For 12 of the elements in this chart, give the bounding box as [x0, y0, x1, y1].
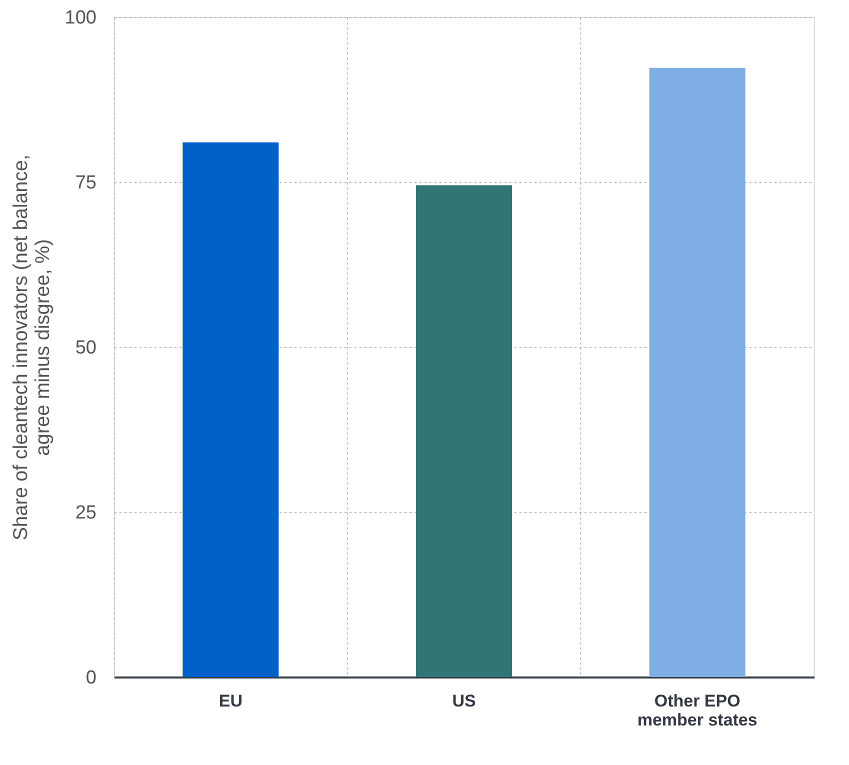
bar: [649, 68, 746, 677]
bar: [182, 142, 279, 677]
y-tick-label: 0: [86, 668, 96, 688]
y-tick-label: 100: [64, 8, 96, 28]
y-tick-label: 25: [75, 502, 96, 524]
x-tick-label: US: [452, 692, 476, 710]
y-tick-label: 75: [75, 172, 96, 194]
x-tick-label: Other EPO member states: [637, 692, 758, 730]
x-tick-label: EU: [218, 692, 242, 710]
bar: [416, 185, 512, 677]
y-axis-title: Share of cleantech innovators (net balance, agree minus disgree, %): [10, 154, 54, 540]
y-tick-label: 50: [75, 338, 96, 358]
